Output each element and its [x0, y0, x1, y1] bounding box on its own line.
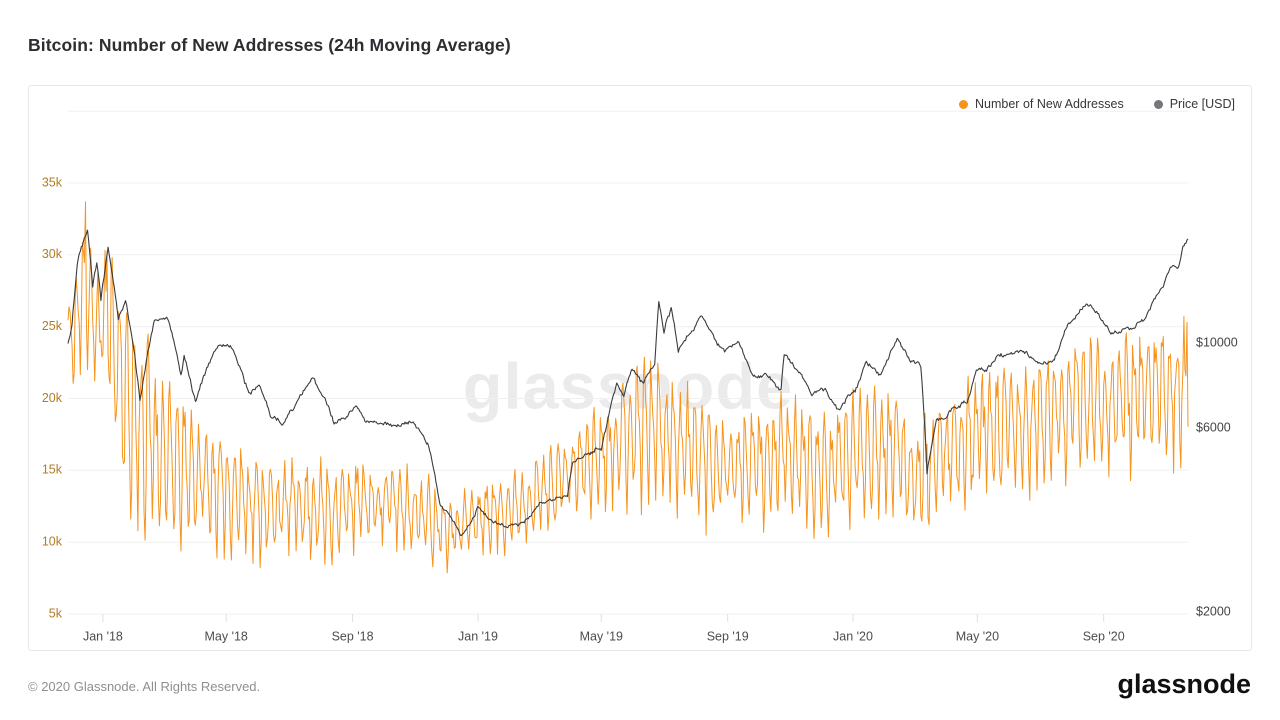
right-y-axis-tick-label: $6000 — [1196, 421, 1231, 435]
left-y-axis-tick-label: 35k — [42, 175, 63, 189]
left-y-axis-tick-label: 15k — [42, 463, 63, 477]
x-axis-tick-label: May '19 — [580, 629, 623, 643]
chart-canvas[interactable]: Jan '18 May '18 Sep '18 Jan '19 May '19 Sep '… — [29, 86, 1251, 650]
left-y-axis-tick-label: 20k — [42, 391, 63, 405]
legend-label-new-addresses: Number of New Addresses — [975, 97, 1124, 111]
chart-card: glassnode Jan '18 May '18 Sep '18 Jan '19 Ma… — [28, 85, 1252, 651]
page-title: Bitcoin: Number of New Addresses (24h Mo… — [28, 35, 511, 55]
right-y-axis-tick-label: $2000 — [1196, 604, 1231, 618]
x-axis-tick-label: Sep '18 — [332, 629, 374, 643]
x-axis-tick-label: Jan '19 — [458, 629, 498, 643]
glassnode-logo[interactable]: glassnode — [1117, 669, 1251, 699]
legend-item-new-addresses[interactable]: Number of New Addresses — [959, 97, 1124, 111]
x-axis-tick-label: Sep '20 — [1083, 629, 1125, 643]
legend-dot-price-icon — [1153, 99, 1163, 109]
legend-dot-new-addresses-icon — [959, 99, 969, 109]
left-y-axis-tick-label: 25k — [42, 319, 63, 333]
x-axis-tick-label: Sep '19 — [707, 629, 749, 643]
chart-legend: Number of New Addresses Price [USD] — [959, 97, 1235, 111]
x-axis-tick-label: Jan '18 — [83, 629, 123, 643]
left-y-axis-tick-label: 5k — [49, 606, 63, 620]
footer-copyright: © 2020 Glassnode. All Rights Reserved. — [28, 679, 261, 694]
price-series-line — [67, 229, 1189, 536]
left-y-axis-tick-label: 10k — [42, 534, 63, 548]
right-y-axis-tick-label: $10000 — [1196, 335, 1238, 349]
x-axis-tick-label: Jan '20 — [833, 629, 873, 643]
legend-label-price: Price [USD] — [1169, 97, 1235, 111]
x-axis-tick-label: May '18 — [205, 629, 248, 643]
legend-item-price[interactable]: Price [USD] — [1153, 97, 1235, 111]
x-axis-tick-label: May '20 — [956, 629, 999, 643]
left-y-axis-tick-label: 30k — [42, 247, 63, 261]
addresses-series-line — [67, 201, 1189, 574]
